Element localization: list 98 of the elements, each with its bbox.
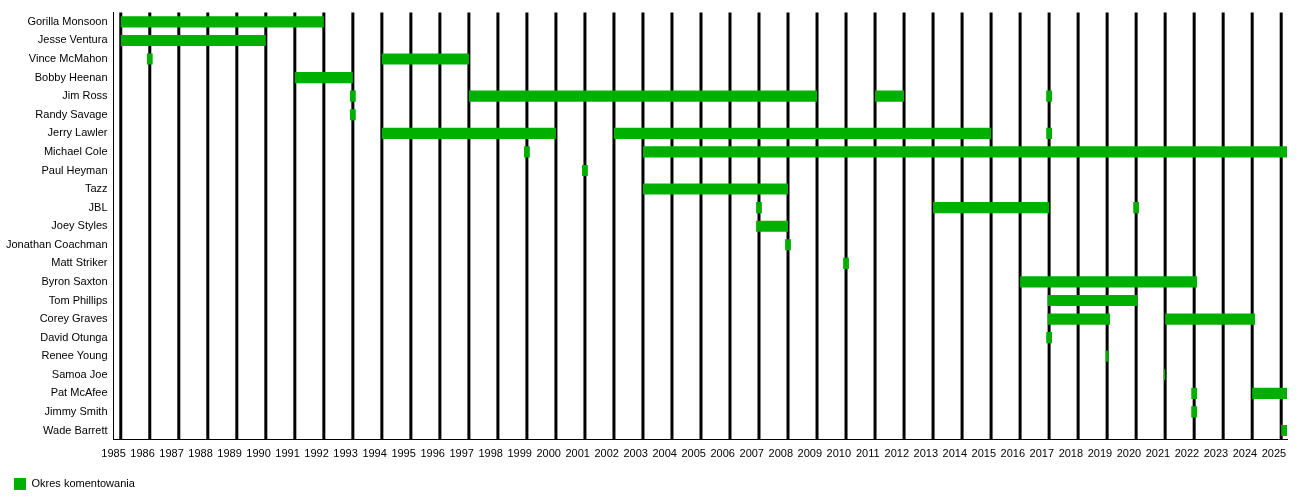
y-tick-label: Bobby Heenan — [34, 70, 108, 83]
bar — [468, 90, 818, 102]
y-tick-label: Byron Saxton — [41, 274, 108, 287]
x-tick-label: 1988 — [188, 447, 213, 460]
y-tick-label: Tom Phillips — [48, 293, 109, 306]
bar — [642, 183, 789, 195]
bar — [1047, 313, 1111, 325]
x-tick-label: 2000 — [536, 447, 561, 460]
bar — [1046, 332, 1053, 344]
y-tick-label: Jimmy Smith — [44, 404, 108, 417]
bar — [146, 53, 153, 65]
y-tick-label: Gorilla Monsoon — [27, 14, 108, 27]
bar — [120, 34, 266, 47]
x-tick-label: 2011 — [855, 447, 880, 460]
x-tick-label: 2001 — [565, 447, 590, 460]
x-tick-label: 2021 — [1145, 447, 1171, 460]
bar — [843, 257, 849, 269]
bar — [785, 239, 791, 251]
y-tick-label: Matt Striker — [51, 256, 108, 269]
x-tick-label: 2025 — [1261, 447, 1287, 460]
x-tick-label: 2010 — [826, 447, 852, 460]
y-tick-label: Jerry Lawler — [47, 126, 108, 139]
x-tick-label: 2012 — [884, 447, 910, 460]
y-tick-label: Vince McMahon — [28, 52, 108, 65]
x-tick-label: 2009 — [797, 447, 823, 460]
y-tick-label: Michael Cole — [43, 144, 108, 157]
bar — [381, 127, 556, 139]
x-tick-label: 1991 — [275, 447, 300, 460]
x-tick-label: 2007 — [739, 447, 764, 460]
y-tick-label: Tazz — [84, 182, 108, 195]
y-tick-label: Samoa Joe — [51, 367, 108, 380]
x-tick-label: 1999 — [507, 447, 532, 460]
x-tick-label: 2017 — [1029, 447, 1055, 460]
x-tick-label: 1992 — [304, 447, 329, 460]
x-tick-label: 1989 — [217, 447, 242, 460]
bar — [524, 146, 530, 158]
x-tick-label: 1993 — [333, 447, 358, 460]
bar — [613, 127, 992, 139]
x-tick-label: 1986 — [130, 447, 155, 460]
x-tick-label: 2018 — [1058, 447, 1084, 460]
x-tick-label: 2020 — [1116, 447, 1142, 460]
x-tick-label: 2006 — [710, 447, 735, 460]
x-tick-label: 2005 — [681, 447, 706, 460]
x-tick-label: 2014 — [942, 447, 968, 460]
bar — [1047, 294, 1138, 307]
x-tick-label: 1996 — [420, 447, 445, 460]
x-tick-label: 1987 — [159, 447, 184, 460]
bar — [756, 220, 789, 232]
x-tick-label: 2003 — [623, 447, 648, 460]
bar — [756, 202, 762, 214]
bar — [1046, 90, 1053, 102]
bar — [349, 109, 356, 121]
bar — [381, 53, 469, 65]
bar — [1020, 276, 1198, 288]
bar — [1046, 127, 1053, 139]
x-tick-label: 2008 — [768, 447, 793, 460]
x-tick-label: 2022 — [1174, 447, 1200, 460]
bar — [875, 90, 905, 102]
legend-label: Okres komentowania — [31, 477, 136, 490]
x-tick-label: 1990 — [246, 447, 271, 460]
bar — [582, 164, 588, 177]
y-tick-label: Jim Ross — [62, 89, 108, 102]
x-tick-label: 1995 — [391, 447, 416, 460]
y-tick-label: David Otunga — [40, 330, 109, 343]
x-tick-label: 2004 — [652, 447, 677, 460]
y-tick-label: Joey Styles — [51, 219, 109, 232]
y-tick-label: Renee Young — [41, 349, 108, 362]
bar — [294, 72, 353, 84]
x-tick-label: 2002 — [594, 447, 619, 460]
x-tick-label: 1994 — [362, 447, 387, 460]
x-tick-label: 1998 — [478, 447, 503, 460]
y-tick-label: Wade Barrett — [43, 423, 108, 436]
y-tick-label: Randy Savage — [35, 107, 108, 120]
bar — [1191, 387, 1198, 399]
bar — [933, 202, 1050, 214]
y-tick-label: Pat McAfee — [50, 386, 108, 399]
y-tick-label: Jesse Ventura — [37, 33, 109, 46]
bar — [1165, 313, 1256, 325]
bar — [1191, 406, 1198, 418]
bar — [1105, 350, 1109, 362]
y-tick-label: Jonathan Coachman — [6, 237, 108, 250]
y-tick-label: Corey Graves — [39, 312, 109, 325]
x-tick-label: 2024 — [1232, 447, 1258, 460]
x-tick-label: 2013 — [913, 447, 939, 460]
y-tick-label: JBL — [88, 200, 108, 213]
x-tick-label: 1985 — [101, 447, 126, 460]
x-tick-label: 2023 — [1203, 447, 1229, 460]
bar — [349, 90, 356, 102]
bar — [1133, 202, 1140, 214]
bar — [1281, 424, 1287, 437]
x-tick-label: 2016 — [1000, 447, 1026, 460]
y-tick-label: Paul Heyman — [41, 163, 108, 176]
x-tick-label: 2019 — [1087, 447, 1113, 460]
bar — [642, 146, 1287, 158]
x-tick-label: 1997 — [449, 447, 474, 460]
x-tick-label: 2015 — [971, 447, 997, 460]
bar — [1252, 387, 1287, 399]
bar — [120, 16, 324, 28]
